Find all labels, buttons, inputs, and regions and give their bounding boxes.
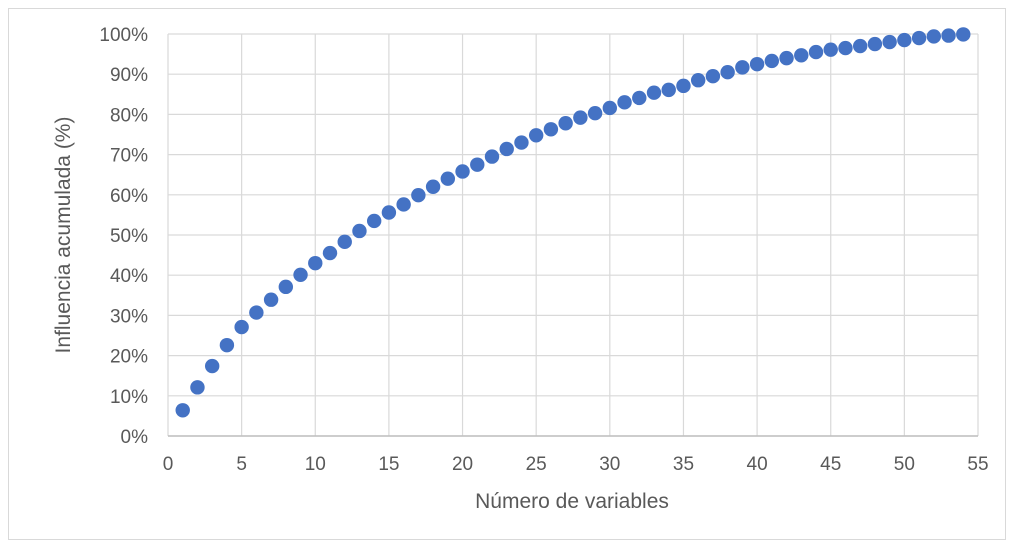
x-tick-label: 40 [747, 454, 768, 475]
data-point [308, 255, 323, 271]
x-tick-label: 30 [599, 454, 620, 475]
data-point [514, 135, 529, 150]
data-point [278, 279, 294, 295]
x-tick-label: 25 [526, 454, 547, 475]
data-point [602, 100, 618, 116]
x-tick-label: 35 [673, 454, 694, 475]
data-point [720, 64, 735, 80]
y-tick-label: 50% [110, 226, 148, 247]
data-point [911, 30, 927, 46]
data-point [411, 188, 426, 203]
x-tick-label: 55 [967, 454, 988, 475]
data-point [263, 292, 279, 307]
data-point [661, 82, 676, 98]
chart-frame [8, 8, 1006, 540]
data-point [366, 213, 382, 229]
data-point [735, 60, 750, 75]
data-point [926, 29, 942, 44]
data-point [425, 179, 441, 194]
y-tick-label: 100% [99, 25, 148, 46]
x-axis-title: Número de variables [475, 490, 669, 513]
data-points [175, 27, 971, 418]
y-tick-label: 70% [110, 146, 148, 167]
data-point [175, 403, 190, 418]
y-tick-label: 80% [110, 105, 148, 126]
x-tick-label: 5 [236, 454, 247, 475]
data-point [337, 234, 352, 250]
data-point [749, 56, 765, 72]
data-point [823, 42, 838, 57]
x-tick-label: 10 [305, 454, 326, 475]
y-tick-label: 60% [110, 186, 148, 207]
data-point [705, 69, 721, 84]
data-point [396, 197, 411, 212]
data-point [528, 128, 544, 143]
data-point [190, 380, 205, 395]
data-point [867, 36, 883, 52]
data-point [381, 205, 397, 220]
data-point [204, 358, 220, 374]
data-point [558, 116, 573, 131]
data-point [852, 38, 868, 54]
data-point [249, 305, 264, 320]
x-tick-label: 15 [378, 454, 399, 475]
data-point [838, 40, 853, 56]
data-point [941, 28, 956, 43]
x-tick-label: 0 [163, 454, 174, 475]
data-point [484, 149, 500, 164]
data-point [779, 50, 794, 66]
y-tick-label: 90% [110, 65, 148, 86]
data-point [690, 73, 706, 88]
data-point [794, 48, 809, 63]
data-point [587, 105, 603, 121]
data-point [352, 223, 367, 239]
data-point [764, 53, 780, 69]
data-point [293, 267, 308, 282]
data-point [470, 157, 485, 172]
data-point [646, 85, 662, 100]
data-point [617, 95, 632, 110]
y-tick-label: 40% [110, 266, 148, 287]
data-point [897, 32, 912, 48]
data-point [234, 319, 249, 335]
data-point [543, 122, 559, 137]
x-tick-label: 20 [452, 454, 473, 475]
data-point [808, 44, 824, 60]
y-tick-label: 10% [110, 387, 148, 408]
data-point [676, 78, 691, 94]
data-point [322, 245, 338, 261]
x-axis: 0 5 10 15 20 25 30 35 40 45 50 55 [163, 435, 989, 475]
x-tick-label: 50 [894, 454, 915, 475]
data-point [499, 141, 514, 157]
y-tick-label: 0% [121, 427, 149, 448]
data-point [956, 27, 971, 42]
data-point [455, 164, 470, 179]
data-point [440, 171, 456, 186]
y-tick-label: 20% [110, 347, 148, 368]
x-tick-label: 45 [820, 454, 841, 475]
gridlines [167, 33, 979, 437]
data-point [573, 110, 588, 125]
data-point [219, 337, 235, 353]
y-tick-label: 30% [110, 306, 148, 327]
y-axis-title: Influencia acumulada (%) [52, 117, 75, 354]
y-axis: 0% 10% 20% 30% 40% 50% 60% 70% 80% 90% 100% [99, 25, 148, 448]
data-point [882, 34, 897, 50]
data-point [632, 90, 647, 106]
